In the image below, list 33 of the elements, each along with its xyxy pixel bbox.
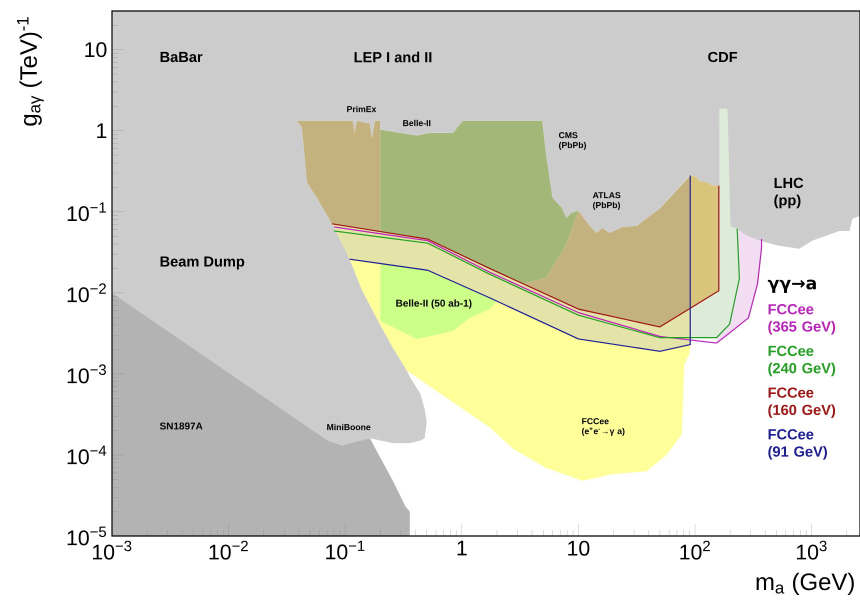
- annotation: Belle-II: [403, 120, 430, 126]
- y-tick-label: 10: [85, 42, 106, 58]
- annotation: ATLAS (PbPb): [592, 192, 620, 210]
- annotation: Beam Dump: [160, 256, 244, 270]
- text: FCCee (160 GeV): [768, 387, 836, 418]
- annotation: CMS (PbPb): [558, 132, 586, 150]
- y-tick-label: 1: [97, 123, 106, 138]
- annotation: PrimEx: [347, 106, 376, 112]
- annotation: LHC (pp): [774, 178, 804, 208]
- y-tick-label: 10$^{−2}$: [68, 283, 106, 302]
- text: FCCee (240 GeV): [768, 346, 836, 376]
- x-tick-label: 10$^{−1}$: [326, 540, 364, 560]
- x-tick-label: 1: [458, 540, 467, 556]
- x-axis-title: m$_{a}$ (GeV): [756, 572, 854, 595]
- annotation: CDF: [708, 52, 738, 62]
- y-tick-label: 10$^{−4}$: [68, 446, 106, 464]
- y-axis-title: g$_{aγ}$ (TeV)$^{-1}$: [16, 17, 44, 126]
- x-tick-label: 10$^{2}$: [680, 540, 710, 560]
- x-tick-label: 10: [568, 540, 590, 556]
- legend-title: γγ→a: [768, 280, 816, 293]
- annotation: LEP I and II: [354, 52, 432, 62]
- annotation: Belle-II (50 ab-1): [396, 299, 472, 309]
- annotation: BaBar: [160, 52, 202, 62]
- text: FCCee (91 GeV): [768, 429, 827, 460]
- series-label: FCCee (365 GeV): [768, 304, 836, 335]
- x-tick-label: 10$^{−2}$: [210, 540, 248, 560]
- y-tick-label: 10$^{−3}$: [68, 364, 106, 384]
- annotation: MiniBoone: [327, 424, 370, 430]
- x-tick-label: 10$^{3}$: [796, 540, 827, 560]
- y-tick-label: 10$^{−5}$: [68, 526, 106, 546]
- annotation: FCCee (e$^{+}$e$^{-}$→γ a): [582, 418, 624, 436]
- y-tick-label: 10$^{−1}$: [68, 202, 106, 222]
- annotation: SN1897A: [160, 422, 203, 430]
